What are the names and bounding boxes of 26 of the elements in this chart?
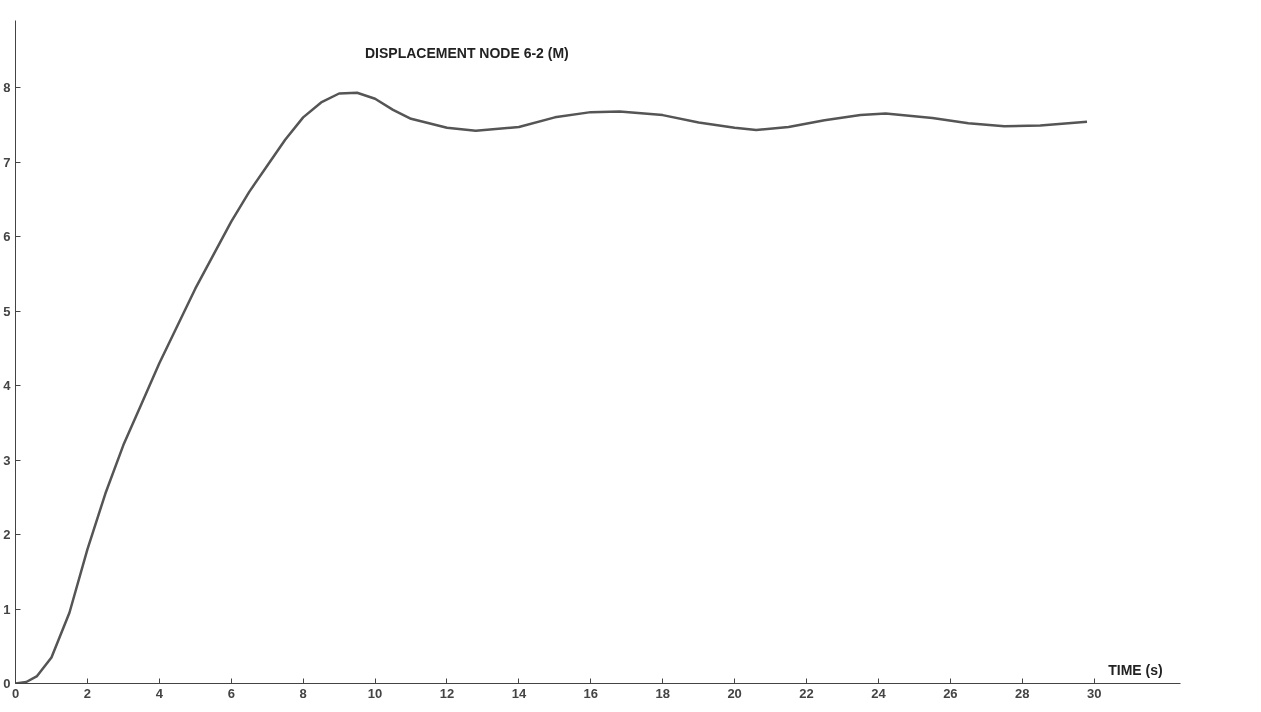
y-tick-label: 2: [3, 527, 11, 543]
x-tick-label: 4: [155, 685, 164, 701]
x-tick-label: 12: [439, 685, 455, 701]
y-tick-label: 5: [3, 303, 11, 319]
x-tick-label: 30: [1086, 685, 1102, 701]
x-tick-label: 8: [299, 685, 307, 701]
x-tick-label: 24: [871, 685, 887, 701]
y-tick-label: 8: [3, 80, 11, 96]
x-tick-label: 16: [583, 685, 599, 701]
x-tick-label: 2: [83, 685, 92, 701]
y-tick-label: 6: [3, 229, 11, 245]
y-tick-label: 7: [3, 154, 11, 170]
x-tick-label: 6: [227, 685, 235, 701]
y-tick-label: 3: [3, 452, 11, 468]
text: DISPLACEMENT NODE 6-2 (M): [365, 44, 569, 61]
y-tick-label: 1: [3, 601, 11, 617]
x-tick-label: 26: [943, 685, 958, 701]
x-tick-label: 20: [727, 685, 742, 701]
x-tick-label: 22: [799, 685, 814, 701]
x-axis-title: TIME (s): [1108, 661, 1163, 678]
line-series: [15, 91, 1089, 684]
x-tick-label: 18: [655, 685, 670, 701]
x-tick-label: 28: [1015, 685, 1030, 701]
y-tick-label: 4: [3, 378, 12, 394]
x-tick-label: 10: [367, 685, 383, 701]
x-tick-label: 14: [511, 685, 527, 701]
